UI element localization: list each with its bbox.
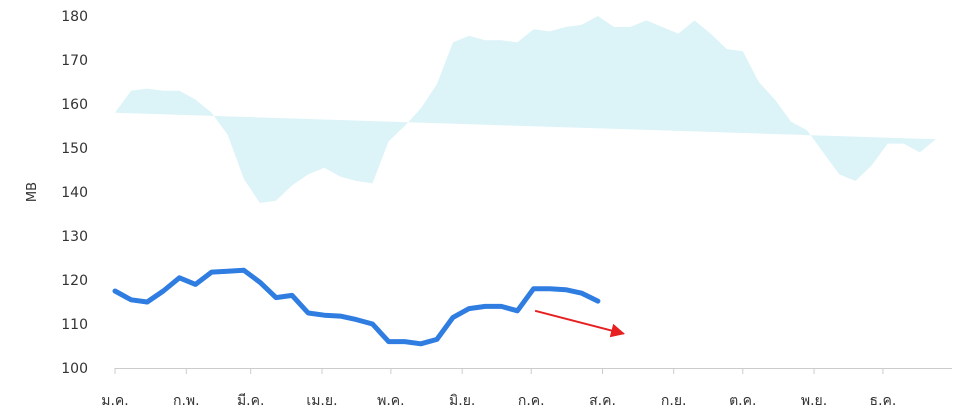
y-tick-label: 170	[61, 53, 88, 69]
x-tick-label: ส.ค.	[589, 393, 616, 409]
plot-area	[112, 16, 936, 347]
y-axis-label: MB	[25, 182, 40, 202]
x-tick-label: พ.ย.	[801, 393, 827, 409]
x-tick-label: ก.ค.	[518, 393, 545, 409]
y-tick-label: 150	[61, 141, 88, 157]
x-tick-label: ก.ย.	[661, 393, 687, 409]
y-axis: 100 110 120 130 140 150 160 170 180	[61, 9, 88, 377]
x-tick-label: ธ.ค.	[870, 393, 897, 409]
x-tick-label: ก.พ.	[173, 393, 200, 409]
x-tick-label: มิ.ย.	[449, 393, 475, 409]
y-tick-label: 140	[61, 185, 88, 201]
x-tick-label: ม.ค.	[101, 393, 129, 409]
x-tick-label: พ.ค.	[377, 393, 405, 409]
y-tick-label: 120	[61, 273, 88, 289]
series-line	[112, 267, 601, 347]
range-band	[115, 16, 936, 203]
y-tick-label: 180	[61, 9, 88, 25]
trend-arrow	[534, 309, 625, 338]
y-tick-label: 160	[61, 97, 88, 113]
x-axis: ม.ค. ก.พ. มี.ค. เม.ย. พ.ค. มิ.ย. ก.ค. ส.ค. ก.ย. ต…	[101, 368, 896, 409]
y-tick-label: 130	[61, 229, 88, 245]
y-tick-label: 100	[61, 361, 88, 377]
x-tick-label: ต.ค.	[729, 393, 756, 409]
y-tick-label: 110	[61, 317, 88, 333]
x-tick-label: เม.ย.	[306, 393, 337, 409]
x-tick-label: มี.ค.	[237, 393, 265, 409]
